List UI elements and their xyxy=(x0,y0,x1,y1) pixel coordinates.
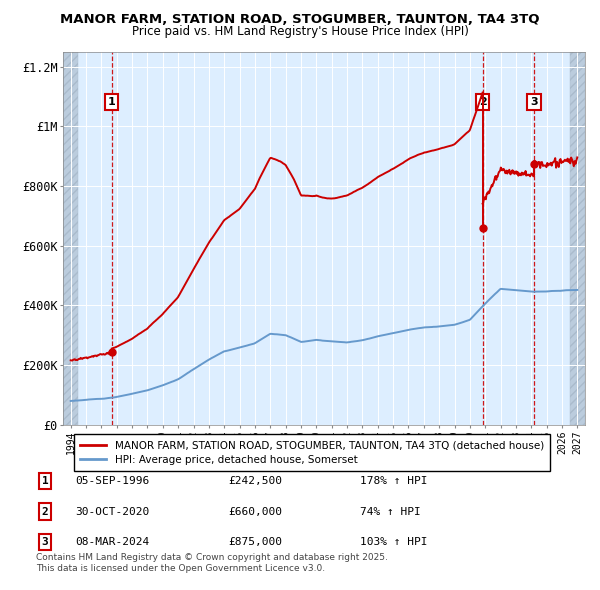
Text: 08-MAR-2024: 08-MAR-2024 xyxy=(75,537,149,547)
Text: MANOR FARM, STATION ROAD, STOGUMBER, TAUNTON, TA4 3TQ: MANOR FARM, STATION ROAD, STOGUMBER, TAU… xyxy=(60,13,540,26)
Bar xyxy=(63,52,79,425)
Text: 1: 1 xyxy=(108,97,116,107)
Text: £875,000: £875,000 xyxy=(228,537,282,547)
Text: £242,500: £242,500 xyxy=(228,476,282,486)
Text: Contains HM Land Registry data © Crown copyright and database right 2025.: Contains HM Land Registry data © Crown c… xyxy=(36,553,388,562)
Text: 103% ↑ HPI: 103% ↑ HPI xyxy=(360,537,427,547)
Text: 30-OCT-2020: 30-OCT-2020 xyxy=(75,507,149,516)
Text: 3: 3 xyxy=(41,537,49,547)
Text: 1: 1 xyxy=(41,476,49,486)
Text: Price paid vs. HM Land Registry's House Price Index (HPI): Price paid vs. HM Land Registry's House … xyxy=(131,25,469,38)
Bar xyxy=(569,52,585,425)
Text: 3: 3 xyxy=(530,97,538,107)
Legend: MANOR FARM, STATION ROAD, STOGUMBER, TAUNTON, TA4 3TQ (detached house), HPI: Ave: MANOR FARM, STATION ROAD, STOGUMBER, TAU… xyxy=(74,434,550,471)
Text: 178% ↑ HPI: 178% ↑ HPI xyxy=(360,476,427,486)
Text: This data is licensed under the Open Government Licence v3.0.: This data is licensed under the Open Gov… xyxy=(36,565,325,573)
Text: 05-SEP-1996: 05-SEP-1996 xyxy=(75,476,149,486)
Text: 2: 2 xyxy=(41,507,49,516)
Text: 2: 2 xyxy=(479,97,487,107)
Text: 74% ↑ HPI: 74% ↑ HPI xyxy=(360,507,421,516)
Text: £660,000: £660,000 xyxy=(228,507,282,516)
